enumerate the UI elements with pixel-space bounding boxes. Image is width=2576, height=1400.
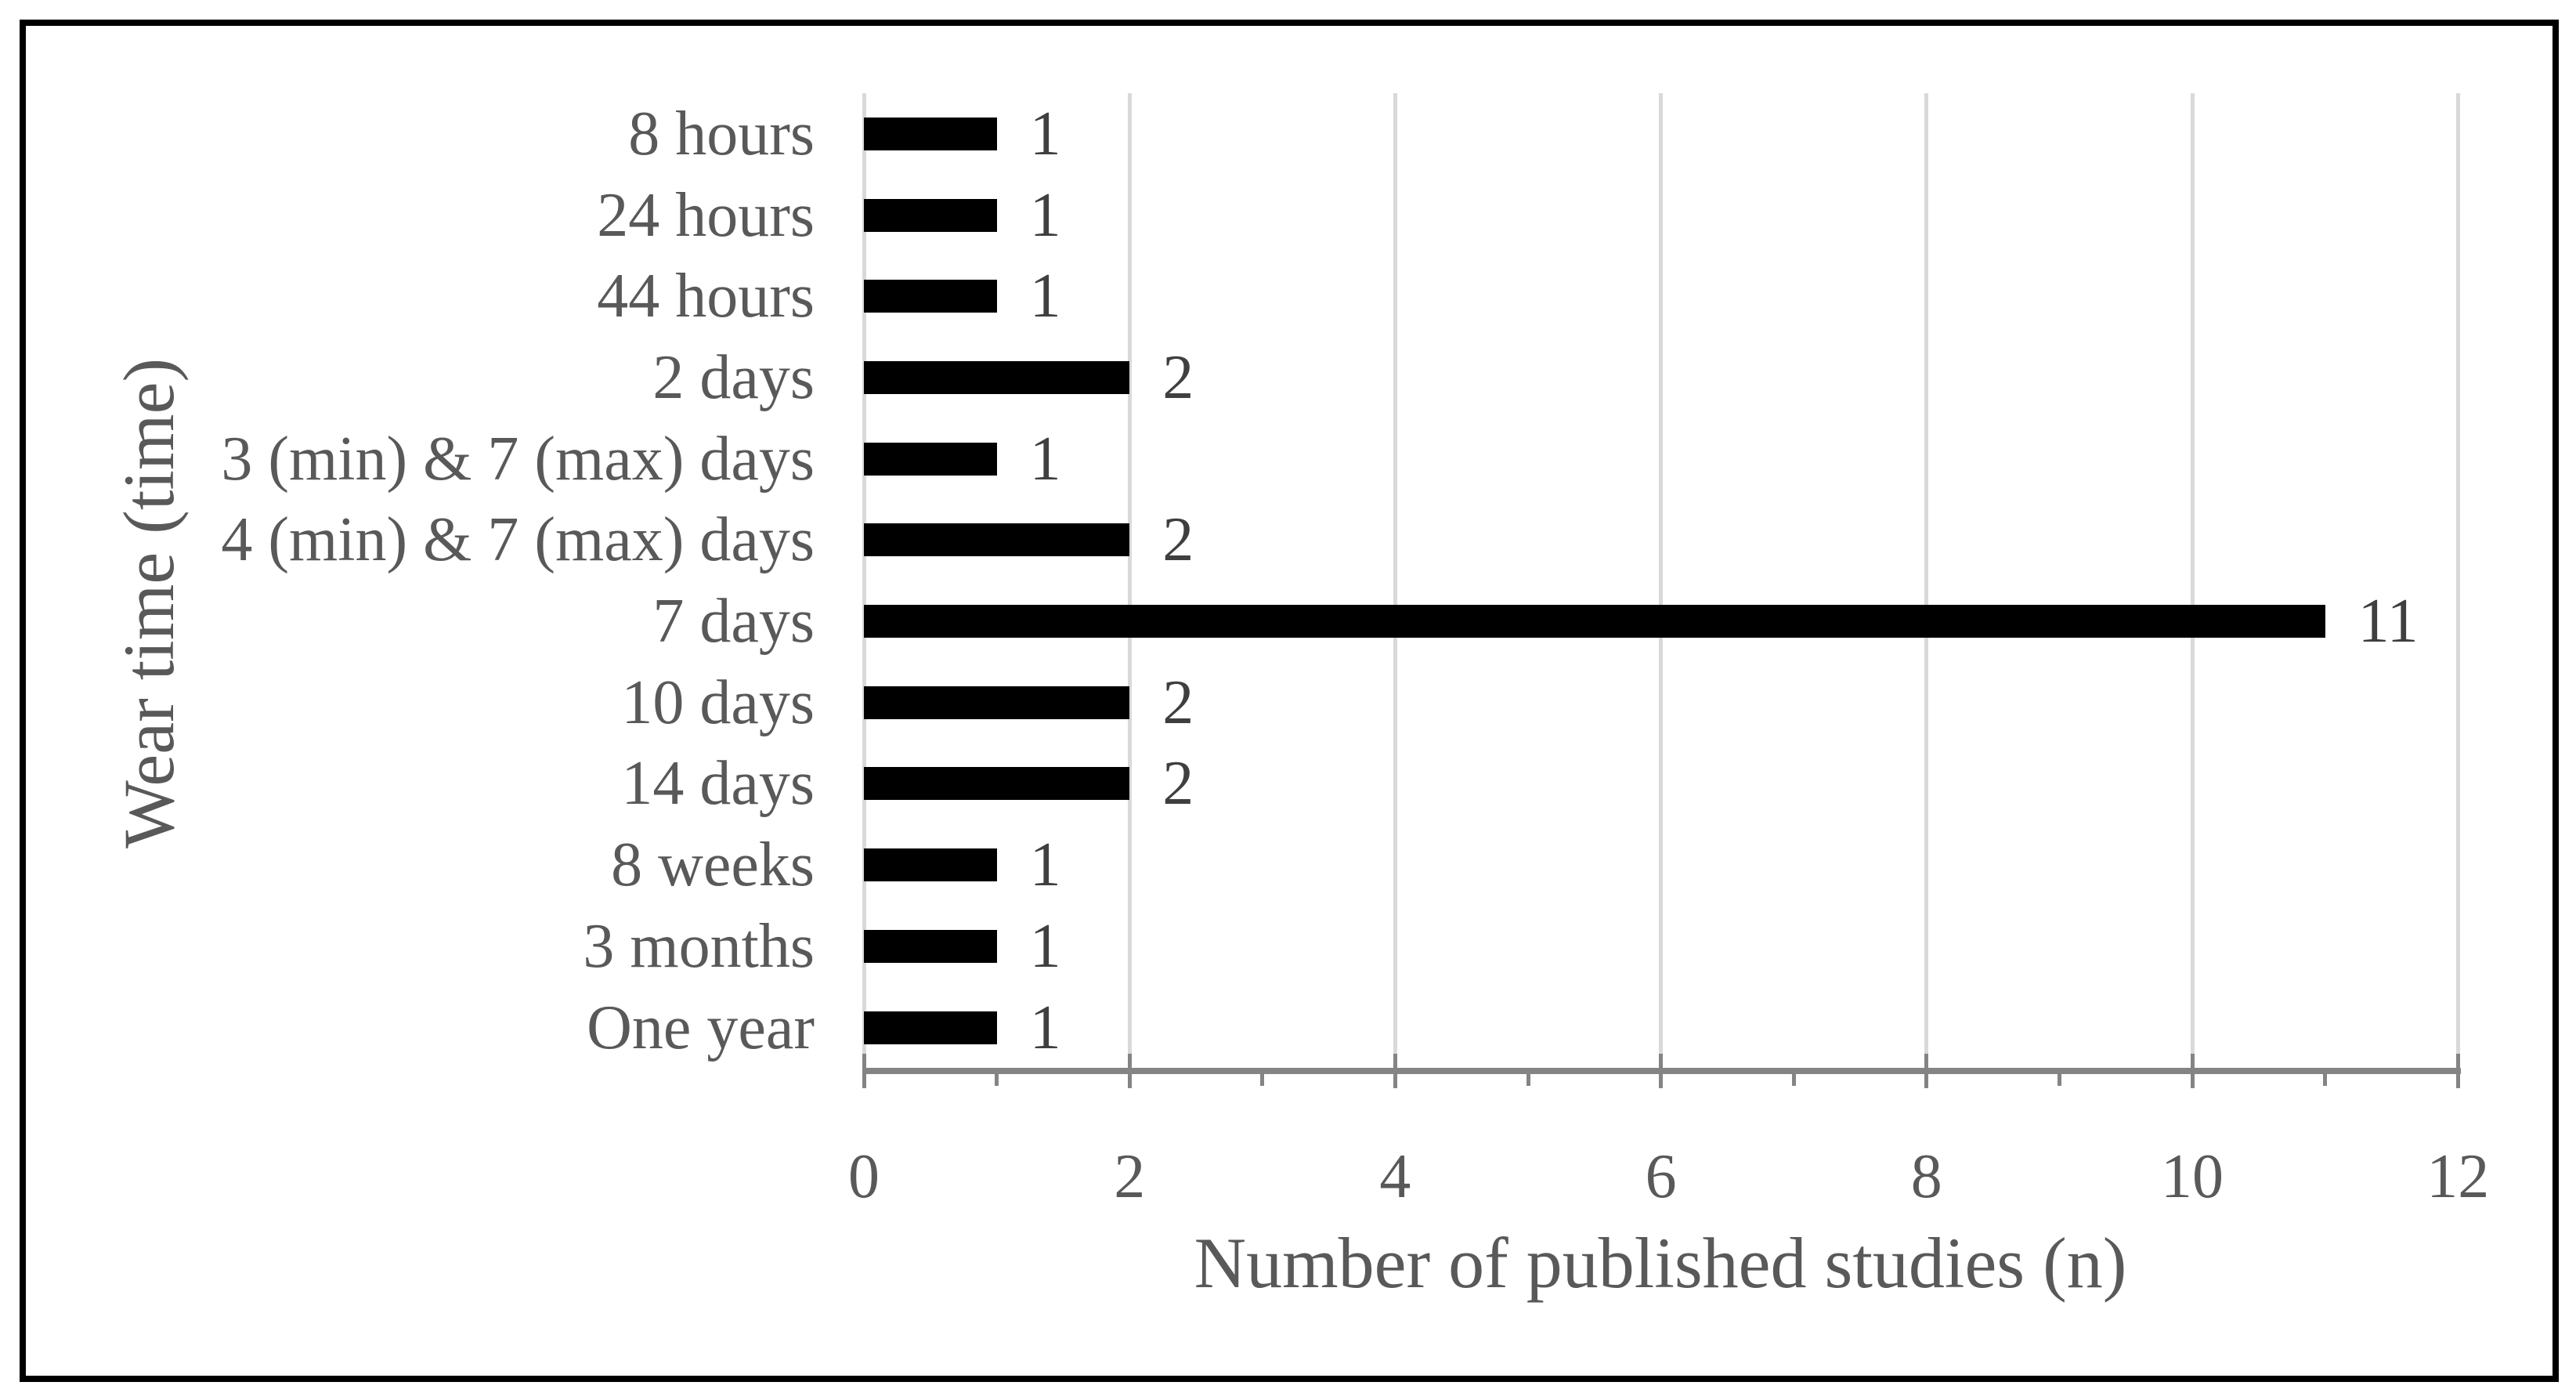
bar-44-hours [864,280,997,313]
value-label: 2 [1162,505,1194,575]
bar-4-min-7-max-days [864,523,1130,557]
gridline-x-0 [862,93,866,1068]
gridline-x-6 [1659,93,1664,1068]
value-label: 1 [1029,911,1061,981]
category-label: 14 days [621,749,815,819]
x-minor-tick-9 [2057,1074,2061,1086]
x-minor-tick-7 [1791,1074,1796,1086]
category-label: 4 (min) & 7 (max) days [221,505,815,575]
x-major-tick-4 [1393,1054,1397,1088]
value-label: 1 [1029,180,1061,250]
x-tick-label: 12 [2426,1142,2490,1211]
bar-8-weeks [864,848,997,882]
x-major-tick-6 [1659,1054,1664,1088]
category-label: 3 (min) & 7 (max) days [221,424,815,494]
category-label: 3 months [583,911,815,981]
x-tick-label: 0 [848,1142,880,1211]
x-axis-title: Number of published studies (n) [1194,1223,2127,1303]
x-minor-tick-1 [995,1074,999,1086]
x-minor-tick-11 [2323,1074,2328,1086]
gridline-x-4 [1393,93,1397,1068]
category-label: 8 weeks [611,830,815,900]
value-label: 1 [1029,993,1061,1062]
x-major-tick-12 [2455,1054,2460,1088]
x-major-tick-0 [862,1054,866,1088]
bar-2-days [864,360,1130,394]
value-label: 1 [1029,262,1061,331]
category-label: 8 hours [628,99,815,168]
bar-7-days [864,605,2325,639]
x-major-tick-8 [1924,1054,1929,1088]
category-label: 24 hours [597,180,815,250]
value-label: 1 [1029,99,1061,168]
value-label: 2 [1162,342,1194,412]
gridline-x-10 [2190,93,2195,1068]
bar-3-months [864,929,997,963]
value-label: 1 [1029,830,1061,900]
x-tick-label: 10 [2161,1142,2224,1211]
bar-8-hours [864,117,997,150]
category-label: 2 days [652,342,815,412]
value-label: 11 [2357,587,2419,657]
y-axis-title: Wear time (time) [109,357,189,849]
x-major-tick-10 [2190,1054,2195,1088]
category-label: 10 days [621,667,815,737]
x-minor-tick-3 [1260,1074,1265,1086]
x-major-tick-2 [1127,1054,1132,1088]
x-tick-label: 6 [1645,1142,1677,1211]
category-label: 7 days [652,587,815,657]
x-tick-label: 8 [1910,1142,1942,1211]
figure-border [20,20,2559,1382]
bar-24-hours [864,198,997,232]
bar-10-days [864,686,1130,719]
gridline-x-2 [1127,93,1132,1068]
x-minor-tick-5 [1526,1074,1530,1086]
value-label: 1 [1029,424,1061,494]
gridline-x-12 [2455,93,2460,1068]
x-tick-label: 4 [1379,1142,1411,1211]
category-label: One year [587,993,815,1062]
x-tick-label: 2 [1114,1142,1146,1211]
value-label: 2 [1162,749,1194,819]
bar-14-days [864,767,1130,801]
gridline-x-8 [1924,93,1929,1068]
category-label: 44 hours [597,262,815,331]
bar-3-min-7-max-days [864,442,997,476]
bar-one-year [864,1011,997,1044]
value-label: 2 [1162,667,1194,737]
